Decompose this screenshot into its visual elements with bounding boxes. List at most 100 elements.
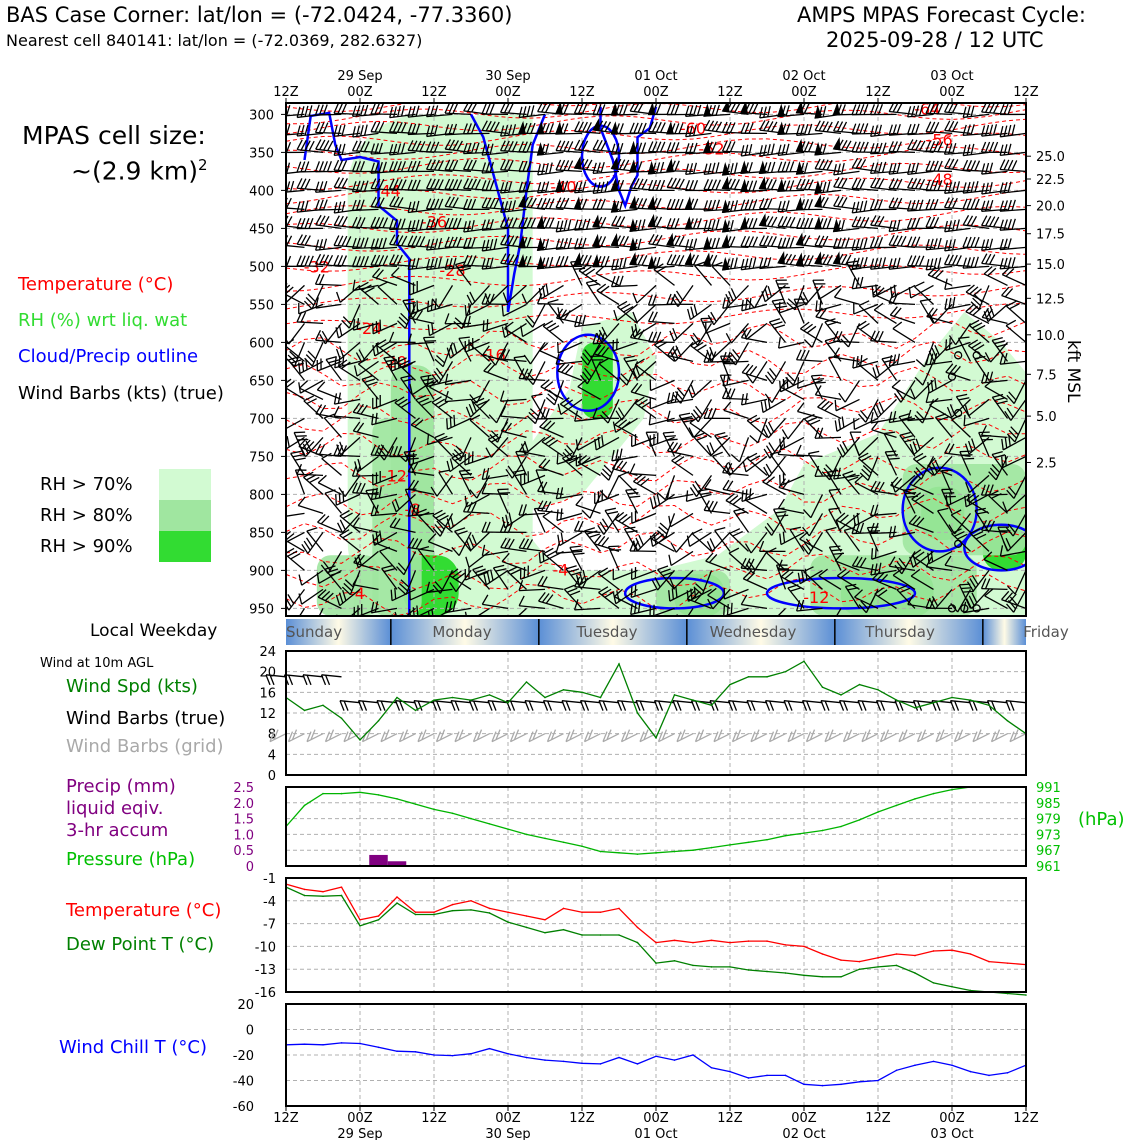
wind-barb-feather [604, 121, 612, 132]
chill-grid [285, 1003, 1027, 1107]
wind-barb-feather [415, 235, 422, 247]
wind-barb [744, 499, 768, 514]
wind-barb-feather [689, 125, 693, 137]
wind-barb-feather [842, 470, 854, 476]
wind-barb-flag [592, 117, 600, 132]
wind-barb [910, 575, 934, 590]
bottom-date-label: 29 Sep [337, 1127, 382, 1140]
wind-barb-feather [279, 125, 282, 136]
wind-barb-feather [304, 105, 309, 117]
wind-barb-feather [707, 314, 715, 326]
wind-barb-feather [770, 179, 777, 190]
wind-barb-feather [841, 139, 848, 151]
wind-barb-feather [888, 124, 893, 136]
wind-barb-feather [426, 433, 430, 445]
wind-barb-feather [370, 196, 377, 207]
true-barb-feather [450, 700, 456, 711]
wind-barb-feather [1006, 489, 1015, 499]
wind-barb-feather [487, 433, 499, 441]
wind-barb-feather [896, 141, 902, 153]
temperature-line-point [840, 959, 842, 961]
wind-barb-feather [305, 296, 315, 306]
wind-barb [286, 189, 305, 193]
wind-barb-feather [988, 238, 994, 250]
wind-barb-feather [371, 267, 381, 278]
wind-barb-feather [915, 467, 924, 477]
wind-barb [286, 387, 305, 400]
wind-barb-feather [507, 160, 514, 171]
wind-barb-feather [904, 438, 916, 443]
wind-barb-feather [422, 378, 434, 382]
wind-barb-feather [687, 308, 692, 320]
wind-barb-feather [685, 163, 690, 175]
wind-barb-feather [896, 197, 903, 209]
wind-barb-feather [988, 520, 996, 532]
wind-barb-feather [926, 307, 934, 317]
wind-barb-feather [367, 492, 379, 495]
wind-barb-feather [899, 587, 911, 594]
wind-barb-feather [851, 157, 859, 169]
wind-barb-feather [637, 398, 648, 406]
wind-barb-feather [328, 359, 340, 364]
wind-barb-feather [434, 398, 445, 406]
wind-barb-feather [841, 197, 848, 208]
true-barb-feather [657, 700, 664, 711]
wind-barb [526, 284, 546, 305]
wind-barb-feather [292, 454, 304, 458]
wind-barb-feather [971, 574, 979, 586]
wind-barb [803, 571, 823, 590]
wind-barb-feather [462, 476, 474, 479]
wind-barb-feather [469, 291, 476, 303]
wind-speed-line-point [303, 709, 306, 712]
wind-barb-feather [893, 393, 902, 403]
wind-barb-feather [653, 495, 657, 507]
wind-barb-feather [394, 587, 397, 599]
wind-barb [344, 475, 361, 498]
wind-barb-feather [858, 413, 867, 423]
dewpoint-line-point [895, 964, 898, 967]
wind-barb-feather [526, 237, 532, 248]
wind-barb-feather [855, 104, 861, 115]
pressure-line-point [914, 798, 916, 800]
wind-barb-feather [933, 121, 940, 133]
wind-barb-feather [431, 322, 434, 334]
wind-barb-feather [499, 390, 505, 402]
wind-barb-feather [345, 236, 352, 247]
wind-barb-feather [675, 345, 682, 356]
wind-barb-feather [416, 605, 419, 616]
true-barb-feather [339, 700, 345, 711]
grid-barb [454, 733, 472, 743]
wind-barb-feather [703, 351, 709, 363]
wind-barb [664, 475, 676, 501]
wind-barb [849, 431, 861, 457]
temperature-line-point [988, 960, 990, 963]
wind-barb-feather [744, 199, 750, 211]
wind-barb-feather [415, 123, 421, 135]
wind-barb-feather [888, 220, 893, 232]
wind-barb-feather [526, 197, 533, 208]
wind-speed-line-point [766, 676, 768, 678]
wind-barb-feather [582, 352, 591, 363]
wind-barb-feather [503, 103, 510, 114]
wind-barb-feather [581, 121, 588, 133]
true-barb [339, 700, 361, 704]
true-barb-feather [953, 700, 960, 711]
wind-barb-feather [666, 218, 672, 229]
wind-barb-feather [397, 453, 407, 463]
wind-barb-feather [745, 364, 754, 375]
wind-barb-feather [903, 488, 915, 491]
wind-barb-feather [663, 431, 675, 434]
wind-barb-feather [933, 257, 938, 269]
temperature-line-point [710, 939, 713, 942]
wind-barb-feather [690, 336, 699, 346]
grid-barb-feather [680, 729, 686, 740]
wind-barb-feather [338, 592, 344, 604]
wind-barb-feather [621, 515, 632, 524]
wind-barb-feather [296, 161, 302, 173]
wind-barb-feather [777, 514, 789, 518]
wind-barb-feather [482, 320, 485, 332]
grid-barb-feather [953, 731, 960, 742]
wind-barb-feather [318, 181, 324, 193]
wind-barb-feather [466, 294, 473, 306]
wind-barb-feather [452, 123, 458, 135]
